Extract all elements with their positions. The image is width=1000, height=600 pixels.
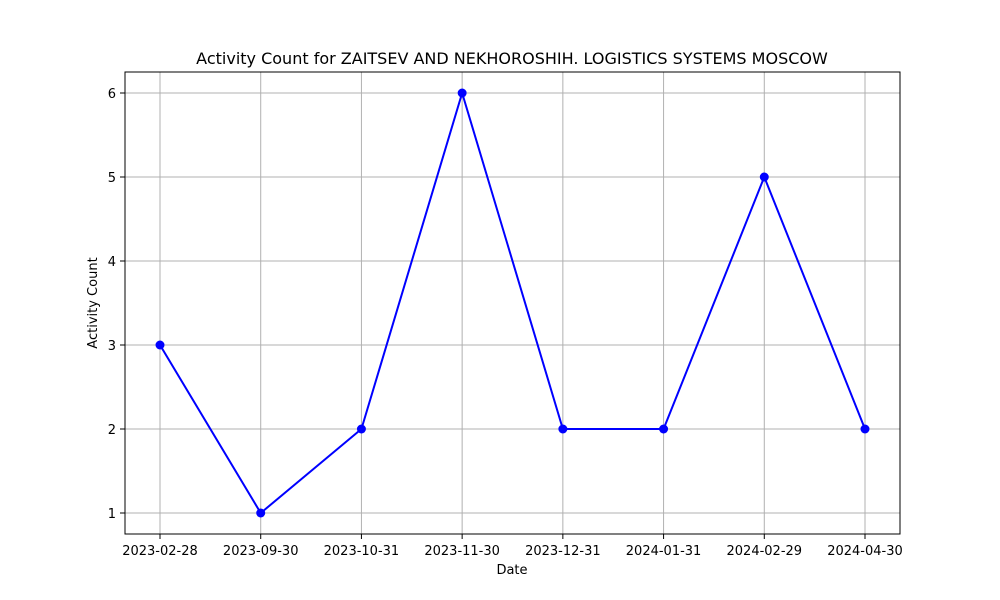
plot-frame [124,71,901,535]
data-point [356,424,366,434]
x-axis-label: Date [496,563,527,578]
x-tick-label: 2023-02-28 [122,544,198,559]
x-tick-label: 2024-04-30 [827,544,903,559]
x-tick-label: 2023-12-31 [525,544,601,559]
y-tick-label: 4 [108,255,116,270]
x-tick-label: 2023-10-31 [324,544,400,559]
y-tick-label: 6 [108,87,116,102]
data-point [457,88,467,98]
x-tick-label: 2024-02-29 [727,544,803,559]
x-tick-label: 2023-09-30 [223,544,299,559]
grid-layer [125,72,900,534]
data-point [659,424,669,434]
tick-layer: 2023-02-28 2023-09-30 2023-10-31 2023-11-30… [108,87,903,559]
y-tick-label: 2 [108,423,116,438]
chart-title: Activity Count for ZAITSEV AND NEKHOROSH… [196,49,828,68]
y-tick-label: 3 [108,339,116,354]
data-point [558,424,568,434]
data-point [759,172,769,182]
series-layer [155,88,870,518]
data-point [155,340,165,350]
y-tick-label: 1 [108,507,116,522]
y-tick-label: 5 [108,171,116,186]
data-point [256,508,266,518]
x-tick-label: 2024-01-31 [626,544,702,559]
series-line [159,92,866,514]
data-point [860,424,870,434]
x-tick-label: 2023-11-30 [424,544,500,559]
y-axis-label: Activity Count [86,257,101,348]
